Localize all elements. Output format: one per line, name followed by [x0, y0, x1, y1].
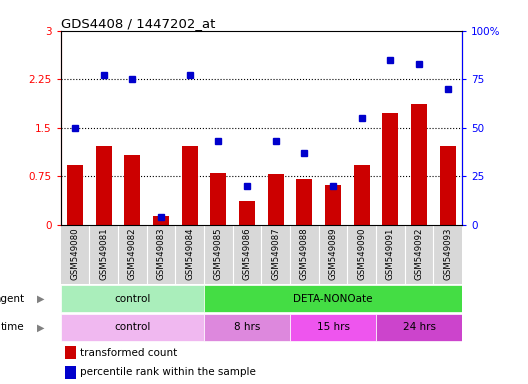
Bar — [382, 113, 398, 225]
Bar — [61, 313, 204, 341]
Text: ▶: ▶ — [37, 293, 45, 304]
Text: GSM549087: GSM549087 — [271, 228, 280, 280]
Bar — [65, 366, 76, 379]
Text: 24 hrs: 24 hrs — [402, 322, 436, 333]
Text: GSM549082: GSM549082 — [128, 228, 137, 280]
Text: GSM549086: GSM549086 — [242, 228, 251, 280]
Text: GSM549080: GSM549080 — [71, 228, 80, 280]
Text: control: control — [114, 322, 150, 333]
Bar — [65, 346, 76, 359]
Text: GSM549081: GSM549081 — [99, 228, 108, 280]
Bar — [96, 146, 111, 225]
Text: GSM549093: GSM549093 — [443, 228, 452, 280]
Bar — [211, 173, 226, 225]
Text: GSM549092: GSM549092 — [414, 228, 423, 280]
Text: percentile rank within the sample: percentile rank within the sample — [80, 367, 256, 377]
Bar — [204, 285, 462, 313]
Text: DETA-NONOate: DETA-NONOate — [293, 293, 373, 304]
Text: control: control — [114, 293, 150, 304]
Bar — [354, 164, 370, 225]
Text: ▶: ▶ — [37, 322, 45, 333]
Text: time: time — [1, 322, 25, 333]
Bar — [268, 174, 284, 225]
Bar — [411, 104, 427, 225]
Bar — [239, 201, 255, 225]
Text: GSM549089: GSM549089 — [328, 228, 337, 280]
Bar — [297, 179, 312, 225]
Bar — [376, 313, 462, 341]
Text: agent: agent — [0, 293, 25, 304]
Text: GSM549090: GSM549090 — [357, 228, 366, 280]
Text: GSM549091: GSM549091 — [386, 228, 395, 280]
Text: 8 hrs: 8 hrs — [234, 322, 260, 333]
Bar — [290, 313, 376, 341]
Bar — [440, 146, 456, 225]
Bar — [153, 216, 169, 225]
Text: GSM549085: GSM549085 — [214, 228, 223, 280]
Text: transformed count: transformed count — [80, 348, 177, 358]
Bar — [67, 164, 83, 225]
Bar — [204, 313, 290, 341]
Bar — [125, 156, 140, 225]
Bar — [182, 146, 197, 225]
Text: GDS4408 / 1447202_at: GDS4408 / 1447202_at — [61, 17, 215, 30]
Text: GSM549084: GSM549084 — [185, 228, 194, 280]
Bar — [61, 285, 204, 313]
Bar — [325, 185, 341, 225]
Text: 15 hrs: 15 hrs — [316, 322, 350, 333]
Text: GSM549088: GSM549088 — [300, 228, 309, 280]
Text: GSM549083: GSM549083 — [156, 228, 166, 280]
